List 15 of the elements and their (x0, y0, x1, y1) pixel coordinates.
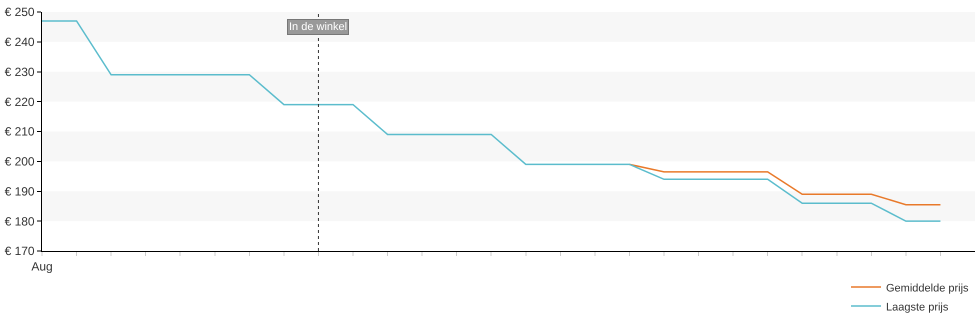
y-tick-label: € 190 (4, 184, 35, 198)
y-tick-label: € 250 (4, 5, 35, 20)
y-tick-label: € 170 (4, 244, 35, 258)
y-tick-label: € 200 (4, 154, 35, 169)
y-tick-label: € 210 (4, 124, 35, 139)
x-tick-label: Aug (31, 259, 53, 274)
line-series (628, 164, 942, 206)
legend-label: Gemiddelde prijs (886, 282, 970, 294)
y-tick-label: € 240 (4, 35, 35, 50)
y-tick-label: € 180 (4, 214, 35, 228)
y-tick-label: € 220 (4, 94, 35, 109)
legend-label: Laagste prijs (886, 301, 949, 314)
annotation: In de winkel (289, 21, 348, 33)
line-series (42, 20, 942, 222)
y-tick-label: € 230 (4, 64, 35, 79)
